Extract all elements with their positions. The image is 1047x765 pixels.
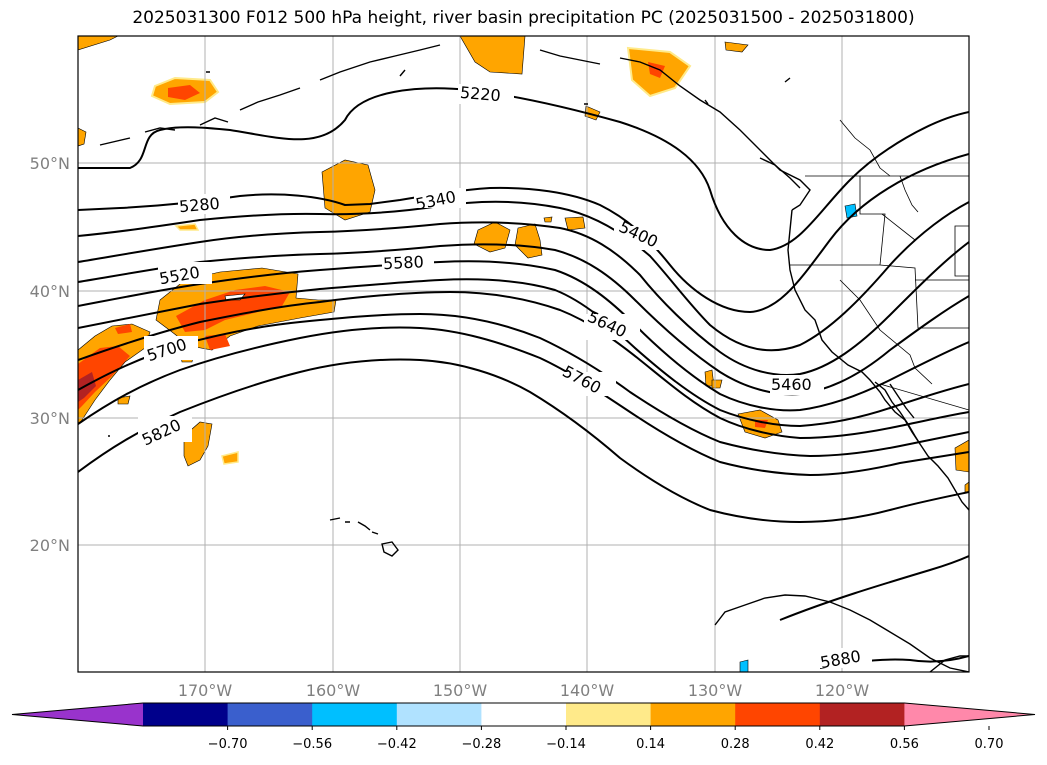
lon-label: 140°W	[560, 681, 615, 700]
colorbar: −0.70 −0.56 −0.42 −0.28 −0.14 0.14 0.28 0.42 0.5…	[11, 702, 1036, 752]
lon-label: 170°W	[178, 681, 233, 700]
precip-patch	[564, 216, 586, 231]
precip-patch	[724, 41, 749, 53]
lat-label: 30°N	[30, 409, 70, 428]
map-title: 2025031300 F012 500 hPa height, river ba…	[132, 8, 915, 28]
precip-patch	[78, 372, 96, 402]
precip-patch	[543, 216, 553, 223]
colorbar-tick-label: 0.70	[975, 737, 1004, 752]
islands	[108, 71, 791, 437]
contour-5400	[78, 221, 969, 376]
precip-patch	[78, 36, 119, 51]
lon-label: 160°W	[306, 681, 361, 700]
lat-label: 50°N	[30, 154, 70, 173]
precip-patch	[739, 659, 749, 672]
alaska-coast	[99, 44, 811, 211]
precip-patch	[954, 439, 969, 473]
contour-5340	[78, 200, 969, 352]
lon-label: 120°W	[815, 681, 870, 700]
map-plot-area: 5220 5280 5340 5400 5460 5520 5580 5640 …	[78, 36, 969, 672]
precip-patch	[78, 127, 87, 147]
contour-5760	[78, 326, 969, 477]
precip-patch	[321, 159, 376, 221]
colorbar-tick-label: −0.28	[461, 737, 501, 752]
colorbar-tick-label: 0.28	[721, 737, 750, 752]
precip-patch	[459, 36, 526, 75]
lon-label: 130°W	[688, 681, 743, 700]
contour-5580	[78, 278, 969, 428]
contour-5820	[78, 358, 969, 524]
contour-5640b	[334, 290, 969, 440]
contour-label-5580: 5580	[383, 252, 425, 273]
colorbar-extend-high	[904, 703, 1035, 726]
colorbar-tick-label: 0.56	[890, 737, 919, 752]
colorbar-outline	[11, 702, 1036, 727]
graticule	[78, 36, 969, 672]
colorbar-segment	[481, 703, 567, 726]
latitude-labels: 50°N 40°N 30°N 20°N	[30, 154, 70, 555]
precip-patch	[221, 451, 239, 465]
colorbar-segment	[650, 703, 736, 726]
colorbar-tick-label: 0.14	[636, 737, 665, 752]
precip-patch	[78, 346, 130, 410]
precip-patch	[964, 481, 969, 493]
colorbar-segment	[819, 703, 905, 726]
borders	[790, 119, 969, 411]
colorbar-tick-label: −0.70	[208, 737, 248, 752]
precip-patch	[648, 62, 665, 78]
colorbar-segment	[396, 703, 482, 726]
south-coast	[929, 655, 969, 672]
vancouver-island	[759, 157, 801, 189]
coastlines	[99, 44, 969, 672]
contour-5520	[78, 260, 969, 412]
contour-label-5220: 5220	[459, 83, 501, 105]
height-contours	[78, 87, 969, 669]
precip-patch	[711, 379, 723, 389]
colorbar-tick-label: 0.42	[805, 737, 834, 752]
contour-5280	[78, 153, 969, 314]
contour-5640	[78, 299, 336, 361]
contour-5220	[78, 87, 969, 252]
colorbar-segment	[143, 703, 229, 726]
colorbar-segment	[227, 703, 313, 726]
precip-patch	[168, 85, 200, 100]
contour-label-backgrounds	[138, 84, 872, 668]
colorbar-tick-label: −0.42	[377, 737, 417, 752]
central-america-coast	[714, 594, 969, 672]
colorbar-tick-label: −0.14	[546, 737, 586, 752]
lat-label: 40°N	[30, 282, 70, 301]
baja-california	[874, 381, 921, 445]
contour-5880b	[779, 555, 969, 621]
hawaii	[329, 517, 399, 557]
contour-5700	[78, 312, 969, 458]
contour-5460	[78, 243, 969, 396]
lon-label: 150°W	[433, 681, 488, 700]
plot-frame	[77, 35, 970, 673]
colorbar-tick-label: −0.56	[292, 737, 332, 752]
precip-patch	[174, 223, 200, 231]
lat-label: 20°N	[30, 536, 70, 555]
precip-patch	[115, 324, 132, 334]
contour-label-5280: 5280	[178, 194, 220, 216]
contour-label-5460: 5460	[771, 375, 812, 394]
colorbar-extend-low	[12, 703, 143, 726]
colorbar-segment	[566, 703, 652, 726]
colorbar-segment	[735, 703, 821, 726]
colorbar-segment	[312, 703, 398, 726]
longitude-labels: 170°W 160°W 150°W 140°W 130°W 120°W	[178, 681, 870, 700]
